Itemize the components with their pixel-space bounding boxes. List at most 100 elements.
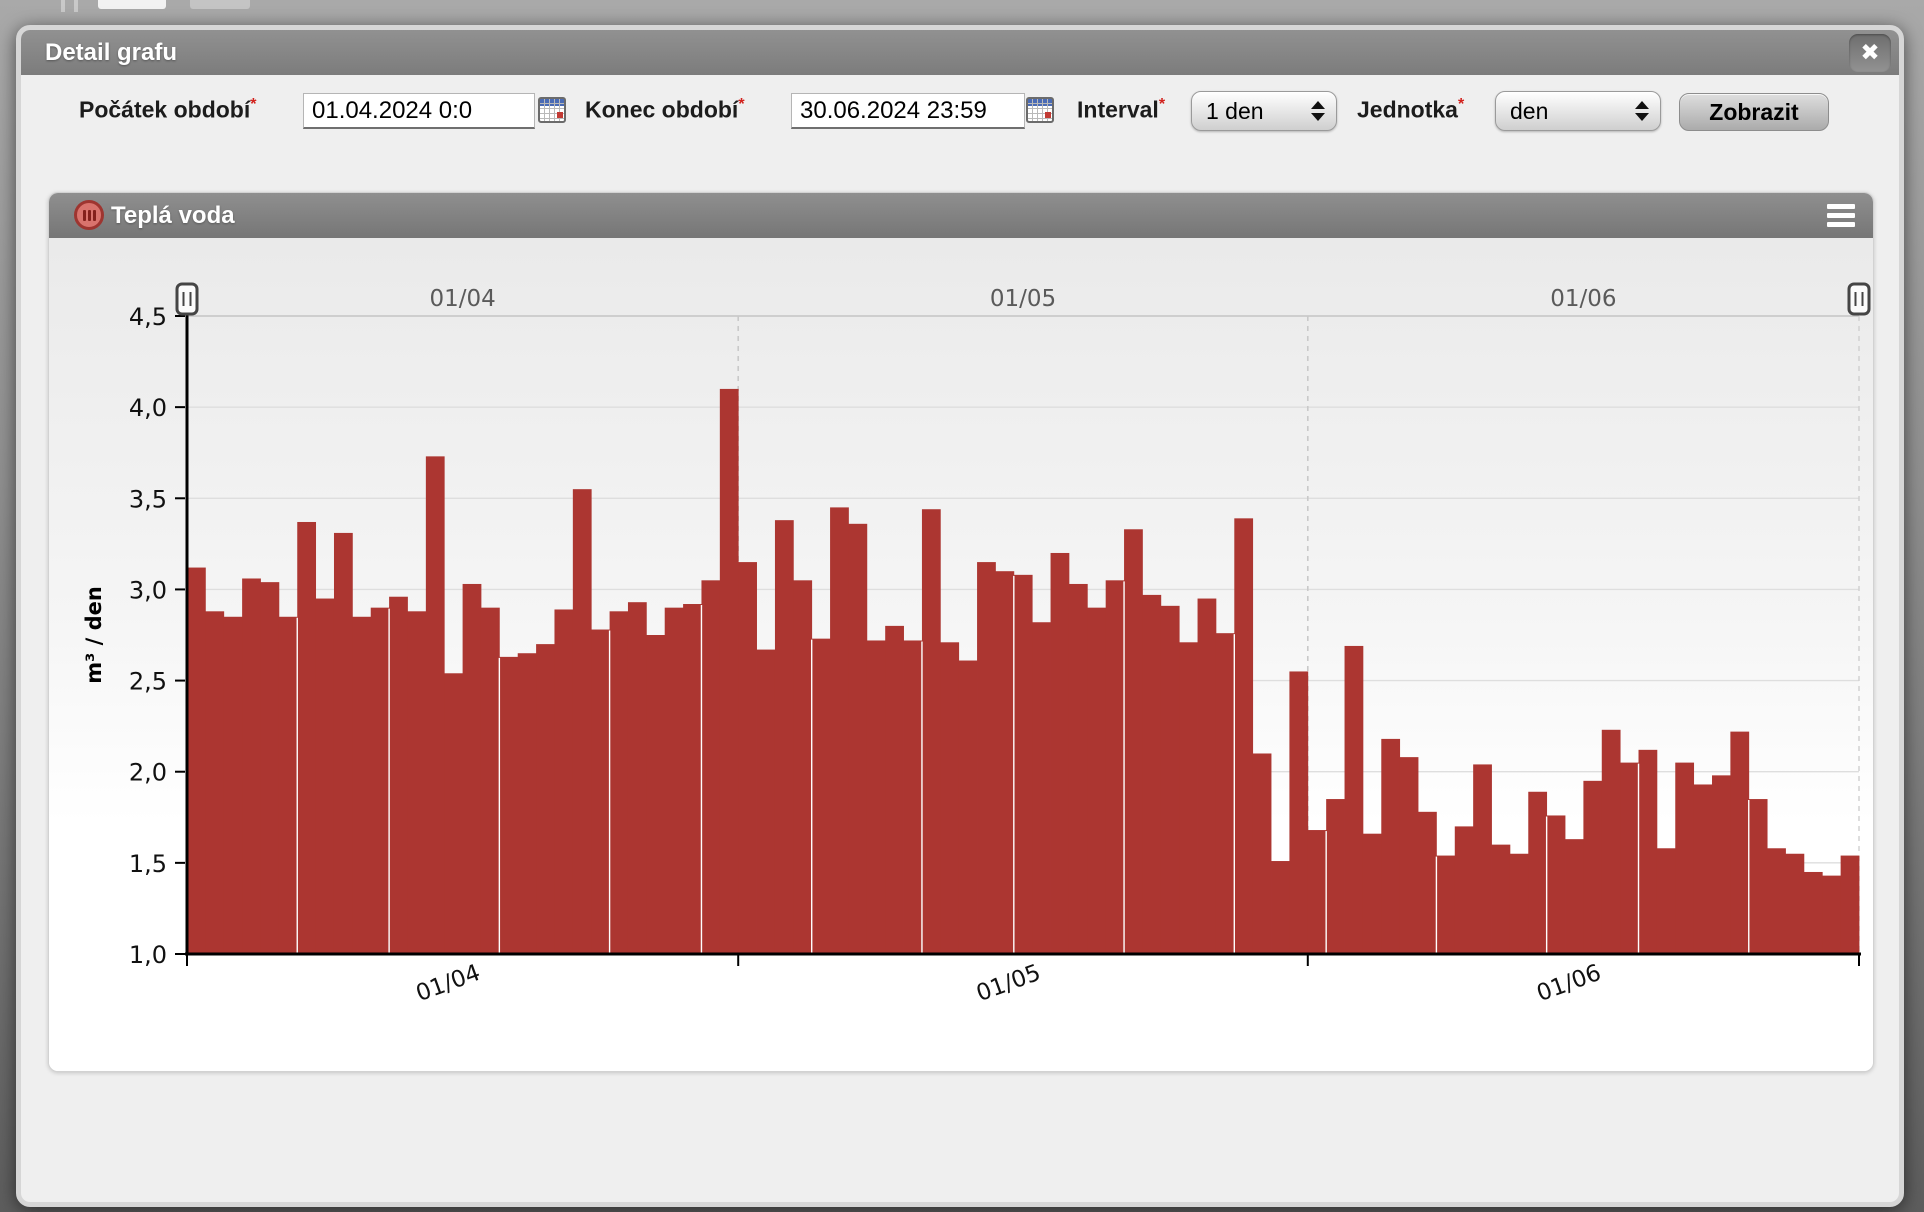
interval-selected-value: 1 den — [1206, 97, 1264, 124]
bar — [664, 607, 684, 954]
bar — [1803, 871, 1823, 954]
bar — [1675, 762, 1695, 954]
range-handle-right[interactable] — [1847, 282, 1871, 316]
bar — [1160, 605, 1180, 954]
chart-panel-titlebar: Teplá voda — [49, 193, 1873, 238]
calendar-icon — [1026, 97, 1054, 123]
bar — [297, 521, 317, 954]
axes — [175, 314, 1861, 966]
bar — [1840, 855, 1860, 954]
bar — [1179, 642, 1198, 954]
svg-text:3,5: 3,5 — [129, 485, 167, 513]
bar — [1326, 799, 1345, 954]
bar — [1362, 833, 1382, 954]
svg-text:3,0: 3,0 — [129, 576, 167, 604]
bar — [1656, 848, 1676, 954]
bar — [333, 532, 353, 954]
bar — [1013, 574, 1033, 954]
bar — [1234, 518, 1254, 954]
detail-grafu-dialog: Detail grafu ✖ Počátek období* Konec obd… — [16, 25, 1904, 1207]
end-calendar-button[interactable] — [1024, 93, 1056, 125]
show-button[interactable]: Zobrazit — [1679, 93, 1829, 131]
bar — [278, 616, 298, 954]
bar — [903, 640, 923, 954]
chart-panel: Teplá voda 1,0 1,5 2,0 2,5 3,0 3,5 4,0 4,5 01/04… — [48, 192, 1874, 1072]
bar — [977, 562, 996, 954]
background-fragment — [74, 0, 78, 12]
bar — [1124, 529, 1143, 954]
hamburger-menu-icon[interactable] — [1827, 204, 1855, 227]
select-arrows-icon — [1635, 101, 1649, 121]
start-calendar-button[interactable] — [536, 93, 568, 125]
required-asterisk: * — [738, 96, 745, 113]
bar — [205, 611, 225, 954]
bar — [389, 596, 408, 954]
bar — [1252, 753, 1272, 954]
bar — [627, 602, 647, 954]
bar — [407, 611, 427, 954]
bar — [554, 609, 574, 954]
bar — [1546, 815, 1566, 954]
bar — [1730, 731, 1750, 954]
bar — [1436, 855, 1456, 954]
bar — [958, 660, 978, 954]
bar — [848, 523, 868, 954]
bar — [1638, 749, 1658, 954]
bar — [591, 629, 610, 954]
bar — [187, 567, 206, 954]
bar — [774, 520, 794, 954]
svg-text:1,0: 1,0 — [129, 941, 167, 969]
bar — [425, 456, 445, 954]
unit-label: Jednotka* — [1357, 96, 1465, 123]
end-period-input[interactable] — [791, 93, 1025, 129]
bar — [1142, 594, 1162, 954]
svg-text:4,5: 4,5 — [129, 303, 167, 331]
bar — [1307, 830, 1327, 954]
bar — [1785, 853, 1805, 954]
unit-select[interactable]: den — [1495, 91, 1661, 131]
bar — [536, 644, 555, 954]
bar — [1693, 784, 1713, 954]
bar — [701, 580, 721, 954]
bar — [738, 562, 757, 954]
bar — [1197, 598, 1217, 954]
background-fragment — [61, 0, 65, 12]
bar — [1712, 775, 1731, 954]
required-asterisk: * — [250, 96, 257, 113]
bar — [1289, 671, 1309, 954]
bar — [940, 642, 960, 954]
bar — [1399, 757, 1419, 954]
close-icon: ✖ — [1860, 40, 1880, 66]
dialog-titlebar: Detail grafu — [21, 30, 1899, 75]
interval-select[interactable]: 1 den — [1191, 91, 1337, 131]
svg-text:2,5: 2,5 — [129, 668, 167, 696]
bar — [719, 388, 739, 954]
consumption-bar-chart[interactable]: 1,01,52,02,53,03,54,04,501/0401/0401/050… — [49, 238, 1873, 1072]
calendar-icon — [538, 97, 566, 123]
range-handles[interactable] — [175, 282, 1871, 316]
start-period-input[interactable] — [303, 93, 535, 129]
select-arrows-icon — [1311, 101, 1325, 121]
bar — [462, 583, 482, 954]
range-handle-left[interactable] — [175, 282, 199, 316]
svg-text:01/04: 01/04 — [429, 286, 495, 312]
bar — [444, 673, 464, 954]
bar — [499, 656, 519, 954]
bar — [1822, 875, 1842, 954]
bar — [1068, 583, 1088, 954]
bars — [187, 388, 1860, 954]
bar — [1491, 844, 1511, 954]
svg-text:1,5: 1,5 — [129, 850, 167, 878]
bar — [1381, 738, 1401, 954]
bar — [793, 580, 813, 954]
bar — [480, 607, 500, 954]
background-fragment — [98, 0, 166, 9]
bar — [572, 489, 592, 954]
bar — [1620, 762, 1639, 954]
required-asterisk: * — [1457, 96, 1465, 113]
chart-title: Teplá voda — [111, 201, 235, 229]
bar — [370, 607, 390, 954]
close-button[interactable]: ✖ — [1849, 34, 1891, 72]
end-period-label: Konec období* — [585, 96, 745, 123]
bar — [866, 640, 886, 954]
